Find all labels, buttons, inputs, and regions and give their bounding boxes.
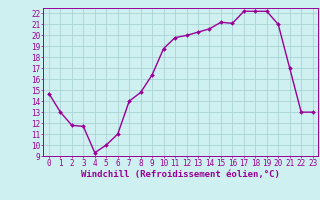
X-axis label: Windchill (Refroidissement éolien,°C): Windchill (Refroidissement éolien,°C)	[81, 170, 280, 179]
